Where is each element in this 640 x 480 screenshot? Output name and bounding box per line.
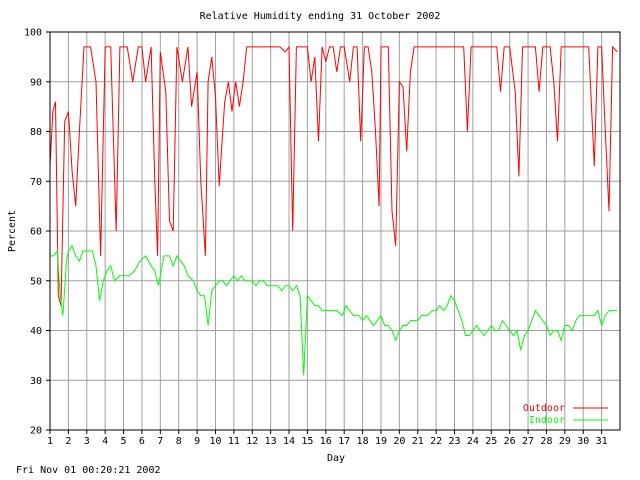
chart-legend: Outdoor Indoor xyxy=(523,403,608,426)
x-tick-label: 18 xyxy=(357,436,369,447)
x-tick-label: 6 xyxy=(139,436,145,447)
x-tick-label: 21 xyxy=(412,436,424,447)
x-tick-label: 29 xyxy=(559,436,571,447)
x-tick-label: 27 xyxy=(522,436,534,447)
x-tick-label: 2 xyxy=(65,436,71,447)
y-axis-title: Percent xyxy=(7,210,18,252)
x-tick-label: 26 xyxy=(504,436,516,447)
series-line-indoor xyxy=(50,244,618,376)
series-layer xyxy=(49,45,618,376)
x-tick-label: 13 xyxy=(265,436,277,447)
x-tick-label: 19 xyxy=(375,436,387,447)
y-tick-label: 40 xyxy=(30,326,42,337)
x-tick-label: 25 xyxy=(485,436,497,447)
x-tick-label: 20 xyxy=(393,436,405,447)
y-tick-label: 30 xyxy=(30,376,42,387)
x-tick-label: 4 xyxy=(102,436,108,447)
x-tick-label: 1 xyxy=(47,436,53,447)
x-tick-label: 3 xyxy=(84,436,90,447)
x-tick-label: 14 xyxy=(283,436,295,447)
y-tick-label: 90 xyxy=(30,77,42,88)
x-tick-label: 17 xyxy=(338,436,350,447)
legend-item-indoor: Indoor xyxy=(529,415,565,426)
plot-frame xyxy=(49,31,621,431)
x-tick-label: 12 xyxy=(246,436,258,447)
x-tick-label: 15 xyxy=(301,436,313,447)
x-tick-label: 8 xyxy=(176,436,182,447)
y-axis-labels: 20 30 40 50 60 70 80 90 100 xyxy=(24,28,42,437)
x-axis-title: Day xyxy=(327,453,345,464)
y-tick-label: 80 xyxy=(30,127,42,138)
x-tick-label: 5 xyxy=(121,436,127,447)
y-tick-label: 20 xyxy=(30,426,42,437)
x-tick-label: 23 xyxy=(448,436,460,447)
y-tick-label: 100 xyxy=(24,28,42,39)
grid-layer xyxy=(46,31,620,434)
legend-item-outdoor: Outdoor xyxy=(523,403,565,414)
y-tick-label: 50 xyxy=(30,276,42,287)
footer-timestamp: Fri Nov 01 00:20:21 2002 xyxy=(16,465,161,476)
x-axis-labels: 1 2 3 4 5 6 7 8 9 10 11 12 13 14 15 16 17 18 19 20 21 22 23 24 2… xyxy=(47,436,608,447)
x-tick-label: 9 xyxy=(194,436,200,447)
x-tick-label: 10 xyxy=(209,436,221,447)
x-tick-label: 30 xyxy=(577,436,589,447)
series-line-outdoor xyxy=(49,45,618,306)
y-tick-label: 60 xyxy=(30,227,42,238)
x-tick-label: 7 xyxy=(157,436,163,447)
x-tick-label: 16 xyxy=(320,436,332,447)
x-tick-label: 24 xyxy=(467,436,479,447)
y-tick-label: 70 xyxy=(30,177,42,188)
chart-title: Relative Humidity ending 31 October 2002 xyxy=(200,11,441,22)
x-tick-label: 28 xyxy=(540,436,552,447)
x-tick-label: 31 xyxy=(596,436,608,447)
x-tick-label: 22 xyxy=(430,436,442,447)
x-tick-label: 11 xyxy=(228,436,240,447)
